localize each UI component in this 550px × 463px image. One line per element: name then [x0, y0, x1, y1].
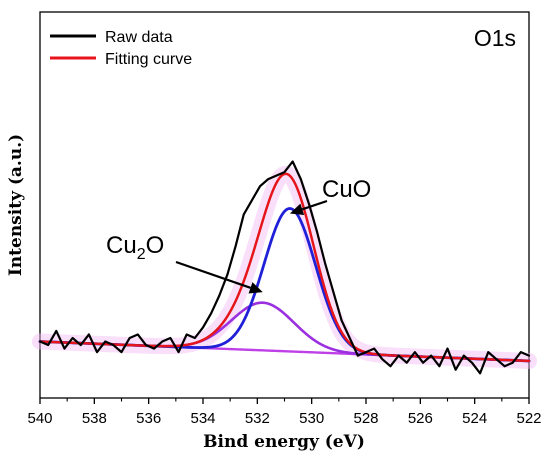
x-tick-label-530: 530 [299, 410, 324, 427]
annotation-cu2o-subscript: 2 [137, 246, 146, 263]
x-tick-label-532: 532 [245, 410, 270, 427]
legend-label-fitting-curve: Fitting curve [105, 51, 192, 68]
raw-data-curve [38, 160, 531, 375]
x-tick-label-524: 524 [462, 410, 487, 427]
envelope-curve [38, 172, 531, 363]
annotation-cu2o-base: Cu [106, 232, 137, 259]
curves-layer [32, 160, 537, 375]
legend-label-raw-data: Raw data [105, 29, 173, 46]
annotation-cu2o-arrow [175, 260, 251, 289]
x-tick-label-534: 534 [190, 410, 215, 427]
legend: Raw data Fitting curve [50, 29, 192, 68]
annotation-cuo-arrowhead [289, 203, 305, 215]
x-tick-label-540: 540 [27, 410, 52, 427]
annotation-cuo-label: CuO [322, 176, 371, 203]
x-tick-label-536: 536 [136, 410, 161, 427]
annotation-cuo-arrow [301, 199, 328, 211]
annotation-cu2o-suffix: O [146, 232, 165, 259]
x-tick-label-538: 538 [82, 410, 107, 427]
annotation-cu2o-arrowhead [248, 282, 263, 294]
y-axis-label: Intensity (a.u.) [6, 134, 26, 276]
x-tick-label-528: 528 [353, 410, 378, 427]
x-tick-label-526: 526 [408, 410, 433, 427]
fitting-curve [38, 172, 531, 363]
x-tick-label-522: 522 [516, 410, 541, 427]
x-axis-label: Bind energy (eV) [203, 432, 365, 452]
x-axis: 540 538 536 534 532 530 528 526 524 522 [27, 398, 542, 427]
fit-glow [32, 165, 537, 369]
panel-label: O1s [474, 25, 516, 51]
plot-area [32, 11, 537, 399]
annotation-cu2o-label: Cu2O [106, 232, 164, 263]
annotations: CuO Cu2O [106, 176, 371, 294]
